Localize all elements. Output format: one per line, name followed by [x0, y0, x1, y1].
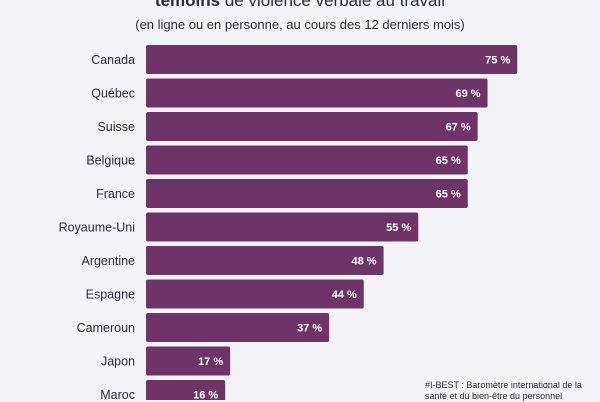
bar-royaume-uni: [146, 212, 419, 242]
category-label: Japon: [101, 355, 135, 369]
value-label: 55 %: [386, 222, 411, 234]
category-label: Royaume-Uni: [59, 221, 135, 235]
bar-japon: [146, 346, 231, 376]
chart-title-bold: témoins: [154, 0, 221, 10]
value-label: 44 %: [332, 289, 357, 301]
value-label: 65 %: [436, 155, 461, 167]
bar-cameroun: [146, 313, 330, 342]
bar-france: [146, 179, 468, 208]
bar-maroc: [146, 380, 226, 400]
bar-argentine: [146, 246, 384, 275]
bar-suisse: [146, 112, 478, 141]
value-label: 48 %: [352, 256, 377, 268]
chart-title-rest: de violence verbale au travail: [220, 0, 446, 10]
category-label: Espagne: [86, 288, 135, 302]
chart-title: témoins de violence verbale au travail: [0, 0, 600, 11]
category-label: Québec: [91, 87, 135, 101]
source-note: #I-BEST : Baromètre international de la …: [425, 380, 582, 401]
value-label: 69 %: [455, 88, 480, 100]
category-label: Belgique: [86, 154, 135, 168]
bar-qu-bec: [146, 78, 488, 108]
value-label: 75 %: [485, 55, 510, 67]
category-label: France: [96, 187, 135, 201]
value-label: 17 %: [198, 356, 223, 368]
category-label: Argentine: [81, 254, 135, 268]
bar-canada: [146, 45, 518, 74]
category-label: Suisse: [97, 120, 135, 134]
category-label: Canada: [91, 53, 135, 67]
value-label: 67 %: [446, 122, 471, 134]
bar-belgique: [146, 145, 468, 175]
bar-espagne: [146, 279, 364, 309]
chart-subtitle: (en ligne ou en personne, au cours des 1…: [135, 17, 465, 32]
value-label: 37 %: [297, 323, 322, 335]
category-label: Cameroun: [77, 321, 135, 335]
value-label: 16 %: [193, 390, 218, 401]
category-label: Maroc: [100, 388, 135, 400]
value-label: 65 %: [436, 189, 461, 201]
